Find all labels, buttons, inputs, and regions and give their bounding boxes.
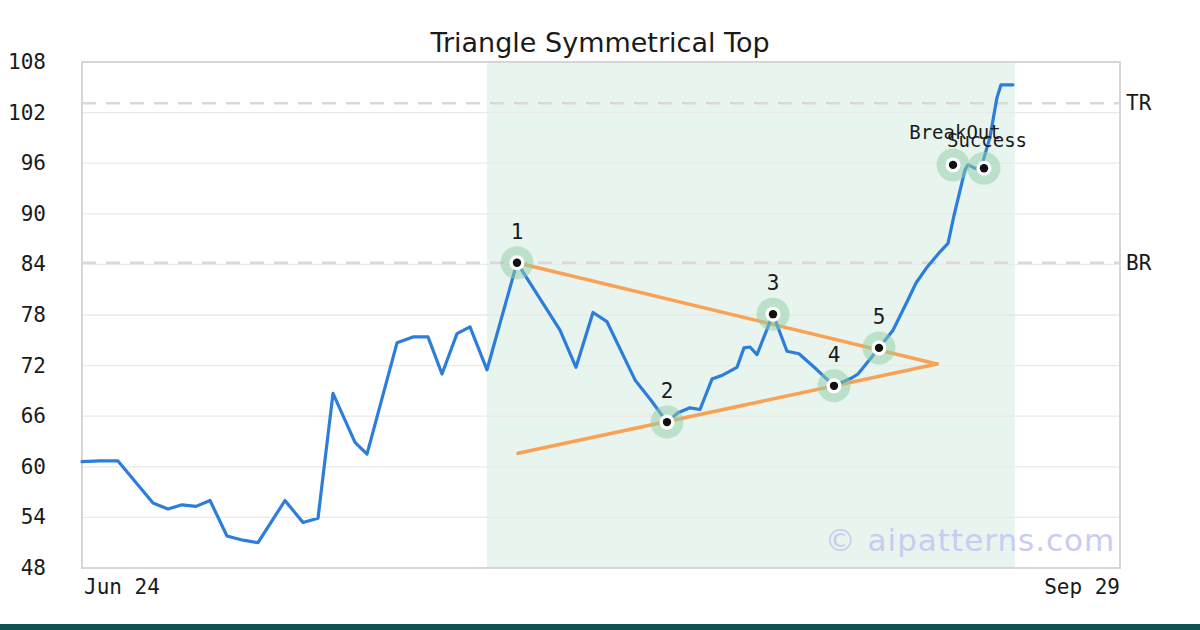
y-tick-label: 72: [21, 354, 46, 378]
x-tick-label: Sep 29: [1044, 575, 1120, 599]
brand-bar: [0, 624, 1200, 630]
marker-dot: [769, 310, 777, 318]
y-tick-label: 78: [21, 303, 46, 327]
price-chart: 12345 TRBRBreakOutSuccess485460667278849…: [0, 0, 1200, 630]
pattern-point-label: 3: [767, 271, 780, 295]
y-tick-label: 48: [21, 556, 46, 580]
pattern-point-label: 1: [511, 220, 524, 244]
y-tick-label: 60: [21, 455, 46, 479]
annotation-label: Success: [947, 129, 1027, 151]
y-tick-label: 54: [21, 505, 46, 529]
y-tick-label: 96: [21, 151, 46, 175]
x-tick-label: Jun 24: [84, 575, 160, 599]
y-tick-label: 84: [21, 252, 46, 276]
marker-dot: [875, 344, 883, 352]
marker-dot: [513, 259, 521, 267]
pattern-point-label: 5: [873, 305, 886, 329]
chart-canvas: Triangle Symmetrical Top 12345 TRBRBreak…: [0, 0, 1200, 630]
marker-dot: [663, 418, 671, 426]
y-tick-label: 90: [21, 202, 46, 226]
level-label: TR: [1126, 91, 1152, 115]
level-label: BR: [1126, 251, 1152, 275]
chart-title: Triangle Symmetrical Top: [0, 27, 1200, 58]
y-tick-label: 66: [21, 404, 46, 428]
pattern-point-label: 2: [661, 379, 674, 403]
marker-dot: [949, 161, 957, 169]
marker-dot: [830, 382, 838, 390]
pattern-point-label: 4: [828, 343, 841, 367]
y-tick-label: 102: [8, 101, 46, 125]
marker-dot: [980, 164, 988, 172]
